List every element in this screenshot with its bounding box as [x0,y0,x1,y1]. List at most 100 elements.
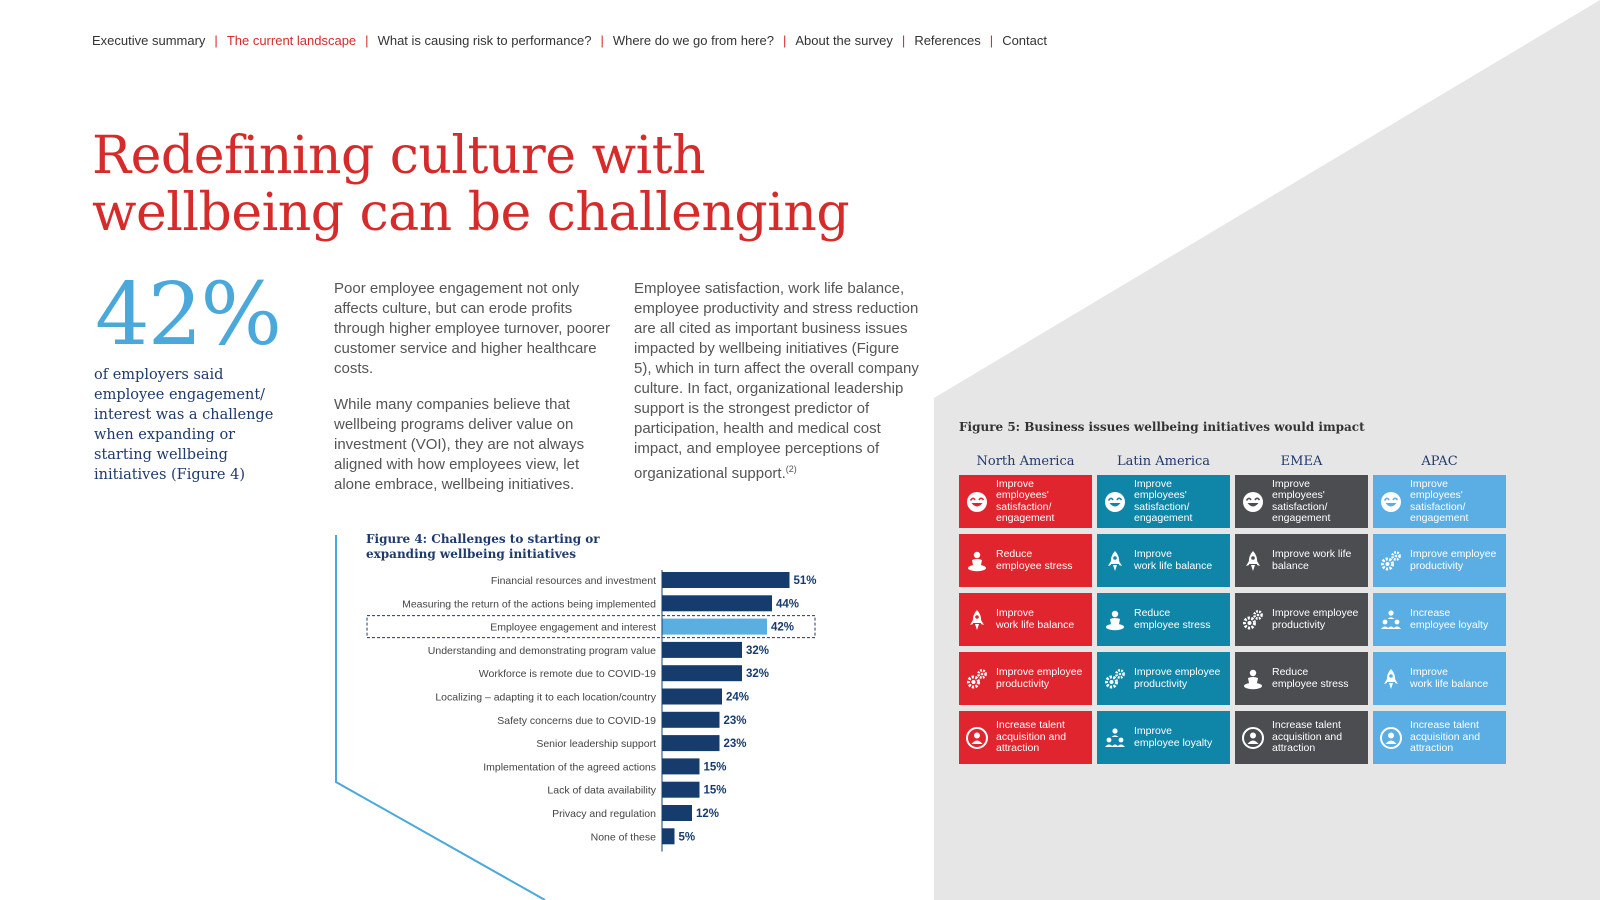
bar [662,595,772,612]
bar-value-label: 32% [746,668,769,680]
impact-tile: Improve work life balance [1235,534,1368,587]
impact-tile-label: Reduce employee stress [1134,607,1211,631]
region-name: EMEA [1280,454,1323,469]
impact-tile: Improve employee productivity [1373,534,1506,587]
bar [662,572,790,588]
impact-tile-label: Improve employee loyalty [1134,725,1213,749]
stat-value: 42% [95,265,282,365]
bar-value-label: 12% [696,808,719,820]
bar [662,828,675,845]
bar-category-label: Employee engagement and interest [490,622,656,634]
nav-references[interactable]: References [914,33,981,48]
region-column: North America Improve employees' satisfac… [959,451,1092,770]
gears-icon [1241,608,1265,632]
bar-value-label: 23% [724,715,747,727]
impact-tile: Reduce employee stress [1235,652,1368,705]
gears-icon [1103,667,1127,691]
impact-tile: Improve work life balance [1373,652,1506,705]
impact-tile: Increase talent acquisition and attracti… [959,711,1092,764]
impact-tile-label: Improve employees' satisfaction/ engagem… [1272,477,1331,524]
impact-tile-label: Improve work life balance [996,607,1075,631]
impact-tile-label: Reduce employee stress [996,548,1073,572]
bar-category-label: Financial resources and investment [491,575,656,587]
meditation-icon [1103,608,1127,632]
body-paragraph: While many companies believe that wellbe… [334,396,585,493]
bar-value-label: 42% [771,622,794,634]
top-navigation: Executive summary | The current landscap… [92,33,1047,48]
body-column-1: Poor employee engagement not only affect… [334,279,614,511]
impact-tile: Improve employee productivity [959,652,1092,705]
page-title: Redefining culture with wellbeing can be… [92,128,852,242]
body-paragraph: Employee satisfaction, work life balance… [634,279,919,484]
bar-category-label: Workforce is remote due to COVID-19 [479,668,656,680]
body-paragraph: Poor employee engagement not only affect… [334,280,611,377]
region-name: North America [976,454,1075,469]
impact-tile: Increase talent acquisition and attracti… [1373,711,1506,764]
bar-category-label: Understanding and demonstrating program … [428,645,656,657]
gears-icon [965,667,989,691]
bar-value-label: 24% [726,692,749,704]
bar-category-label: Senior leadership support [536,738,656,750]
impact-tile: Improve employees' satisfaction/ engagem… [1097,475,1230,528]
region-column: APAC Improve employees' satisfaction/ eng… [1373,451,1506,770]
bar-value-label: 32% [746,645,769,657]
nav-causing-risk[interactable]: What is causing risk to performance? [377,33,592,48]
bar-category-label: Localizing – adapting it to each locatio… [435,692,656,704]
reference-marker: (2) [785,464,797,474]
impact-tile-label: Improve employees' satisfaction/ engagem… [1134,477,1193,524]
impact-tile: Increase employee loyalty [1373,593,1506,646]
bar-category-label: None of these [591,831,657,843]
rocket-icon [1241,549,1265,573]
page-title-line1: Redefining culture with [92,126,706,186]
impact-tile: Increase talent acquisition and attracti… [1235,711,1368,764]
bar-value-label: 51% [794,575,817,587]
talent-icon [1241,726,1265,750]
impact-tile: Improve employee productivity [1235,593,1368,646]
smiley-icon [1379,490,1403,514]
impact-tile-label: Improve work life balance [1272,548,1352,572]
nav-executive-summary[interactable]: Executive summary [92,33,206,48]
team-icon [1379,608,1403,632]
nav-current-landscape[interactable]: The current landscape [226,33,357,48]
nav-separator: | [365,33,369,48]
smiley-icon [1241,490,1265,514]
impact-tile: Improve employee productivity [1097,652,1230,705]
body-column-2: Employee satisfaction, work life balance… [634,279,919,500]
impact-tile: Improve work life balance [959,593,1092,646]
bar [662,781,700,798]
body-paragraph-text: Employee satisfaction, work life balance… [634,280,919,482]
impact-tile-label: Improve employees' satisfaction/ engagem… [1410,477,1469,524]
bar-category-label: Privacy and regulation [552,808,656,820]
impact-tile: Improve employees' satisfaction/ engagem… [1373,475,1506,528]
bar-category-label: Lack of data availability [547,785,656,797]
impact-tile-label: Improve employees' satisfaction/ engagem… [996,477,1055,524]
bar-category-label: Implementation of the agreed actions [483,761,656,773]
nav-where-from-here[interactable]: Where do we go from here? [612,33,774,48]
bar-value-label: 23% [724,738,747,750]
bar [662,688,722,705]
impact-tile-label: Improve employee productivity [996,666,1083,690]
smiley-icon [965,490,989,514]
region-column: EMEA Improve employees' satisfaction/ eng… [1235,451,1368,770]
talent-icon [1379,726,1403,750]
impact-tile-label: Increase talent acquisition and attracti… [1410,719,1481,755]
figure4-title: Figure 4: Challenges to starting or expa… [366,532,600,561]
bar [662,618,767,635]
nav-contact[interactable]: Contact [1002,33,1047,48]
bar [662,711,720,728]
team-icon [1103,726,1127,750]
stat-caption: of employers said employee engagement/ i… [94,367,274,483]
bar [662,805,692,821]
bar-value-label: 5% [679,831,696,843]
bar-value-label: 15% [704,761,727,773]
impact-tile-label: Improve work life balance [1410,666,1489,690]
impact-tile: Improve employees' satisfaction/ engagem… [1235,475,1368,528]
region-name: APAC [1421,454,1458,469]
nav-about-survey[interactable]: About the survey [795,33,893,48]
rocket-icon [965,608,989,632]
region-column: Latin America Improve employees' satisfac… [1097,451,1230,770]
impact-tile-label: Increase employee loyalty [1410,607,1489,631]
impact-tile: Improve employees' satisfaction/ engagem… [959,475,1092,528]
bar [662,758,700,775]
talent-icon [965,726,989,750]
